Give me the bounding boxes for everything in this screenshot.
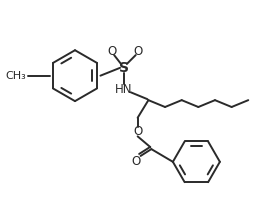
Text: HN: HN	[115, 83, 133, 96]
Text: CH₃: CH₃	[5, 71, 26, 81]
Text: O: O	[133, 125, 142, 138]
Text: S: S	[119, 61, 129, 75]
Text: O: O	[133, 45, 142, 58]
Text: O: O	[108, 45, 117, 58]
Text: O: O	[131, 155, 140, 168]
